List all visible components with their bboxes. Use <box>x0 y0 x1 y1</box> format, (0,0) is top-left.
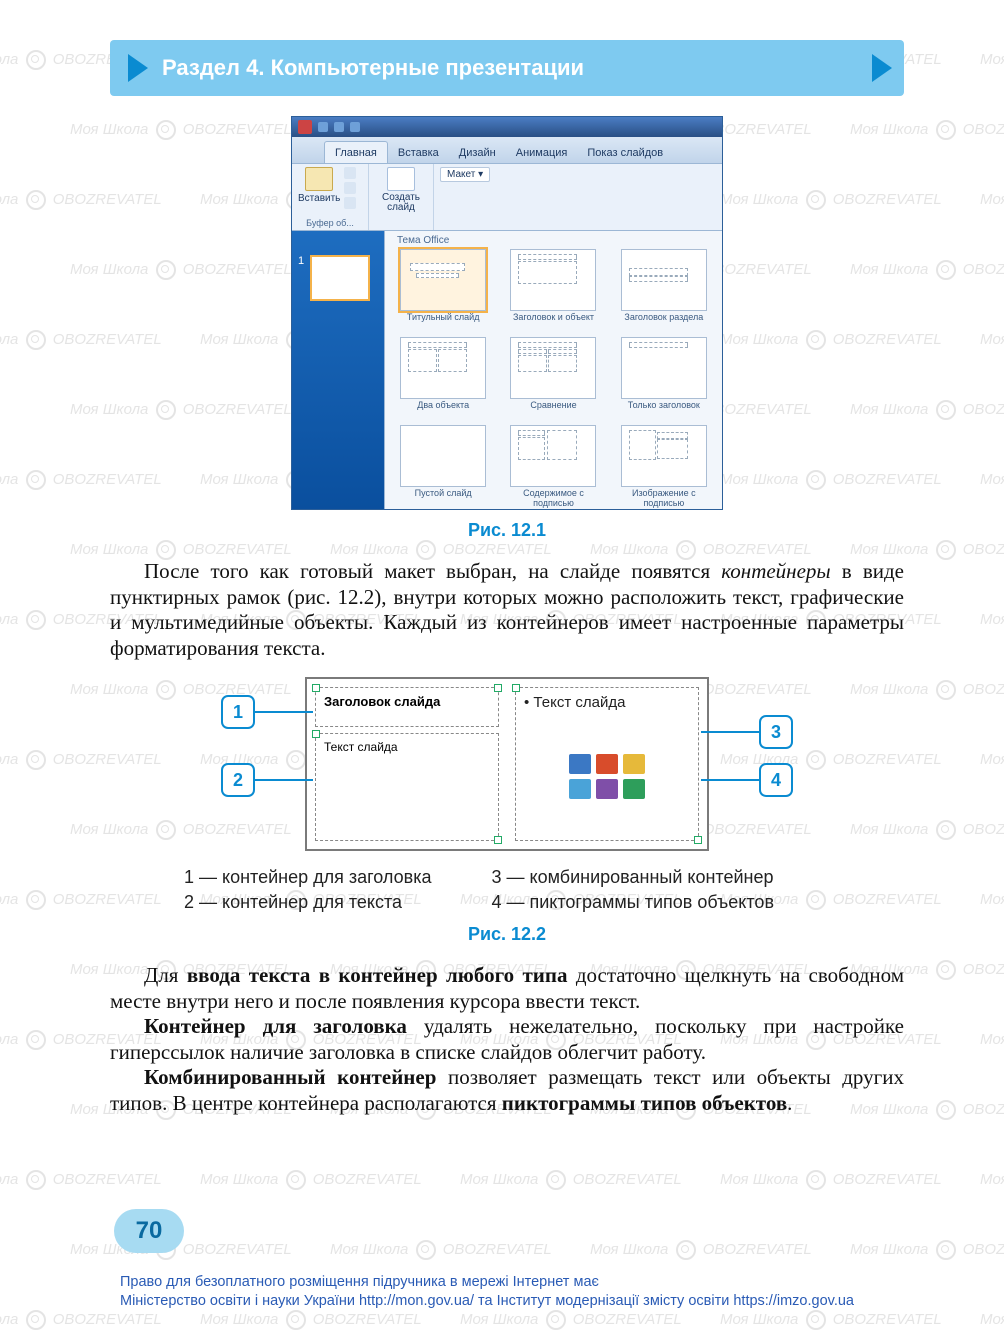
powerpoint-screenshot: Главная Вставка Дизайн Анимация Показ сл… <box>291 116 723 510</box>
layout-label: Пустой слайд <box>393 489 493 509</box>
text-placeholder: Текст слайда <box>315 733 499 841</box>
callout-2: 2 <box>221 763 255 797</box>
table-icon[interactable] <box>569 754 591 774</box>
figure-legend: 1 — контейнер для заголовка 2 — контейне… <box>184 865 904 914</box>
picture-icon[interactable] <box>569 779 591 799</box>
layout-option[interactable]: Заголовок раздела <box>614 249 714 333</box>
page-number: 70 <box>114 1209 184 1253</box>
gallery-title: Тема Office <box>397 235 714 246</box>
callout-3: 3 <box>759 715 793 749</box>
callout-1: 1 <box>221 695 255 729</box>
chevron-right-icon <box>872 54 892 82</box>
slide-thumbnail[interactable] <box>310 255 370 301</box>
tab-animation[interactable]: Анимация <box>506 142 578 163</box>
window-titlebar <box>292 117 722 137</box>
clipboard-icon <box>305 167 333 191</box>
layout-label: Заголовок и объект <box>503 313 603 333</box>
content-type-icons <box>569 754 645 799</box>
footer-rights: Право для безоплатного розміщення підруч… <box>120 1273 920 1311</box>
tab-home[interactable]: Главная <box>324 141 388 163</box>
figure-12-2: Заголовок слайда Текст слайда • Текст сл… <box>227 677 787 851</box>
layout-label: Титульный слайд <box>393 313 493 333</box>
cut-icon[interactable] <box>344 167 356 179</box>
layout-option[interactable]: Два объекта <box>393 337 493 421</box>
figure-caption-2: Рис. 12.2 <box>110 924 904 945</box>
clipart-icon[interactable] <box>596 779 618 799</box>
layout-option[interactable]: Только заголовок <box>614 337 714 421</box>
layout-label: Только заголовок <box>614 401 714 421</box>
qat-undo-icon <box>334 122 344 132</box>
smartart-icon[interactable] <box>623 754 645 774</box>
ribbon-tabs: Главная Вставка Дизайн Анимация Показ сл… <box>292 137 722 164</box>
copy-icon[interactable] <box>344 182 356 194</box>
chevron-left-icon <box>128 54 148 82</box>
slide-thumbnails-pane: 1 <box>292 231 384 509</box>
layout-label: Изображение с подписью <box>614 489 714 509</box>
content-placeholder: • Текст слайда <box>515 687 699 841</box>
layout-option[interactable]: Изображение с подписью <box>614 425 714 509</box>
section-header: Раздел 4. Компьютерные презентации <box>110 40 904 96</box>
layout-label: Сравнение <box>503 401 603 421</box>
media-icon[interactable] <box>623 779 645 799</box>
layout-option[interactable]: Содержимое с подписью <box>503 425 603 509</box>
figure-caption-1: Рис. 12.1 <box>110 520 904 541</box>
section-title: Раздел 4. Компьютерные презентации <box>162 55 584 81</box>
layout-label: Два объекта <box>393 401 493 421</box>
layout-gallery: Тема Office Титульный слайд Заголовок и о… <box>384 231 722 509</box>
qat-save-icon <box>318 122 328 132</box>
tab-insert[interactable]: Вставка <box>388 142 449 163</box>
layout-option[interactable]: Титульный слайд <box>393 249 493 333</box>
paragraph-block-2: Для ввода текста в контейнер любого типа… <box>110 963 904 1117</box>
ribbon-body: Вставить Буфер об... Создать слайд <box>292 164 722 231</box>
layout-option[interactable]: Сравнение <box>503 337 603 421</box>
tab-design[interactable]: Дизайн <box>449 142 506 163</box>
new-slide-button[interactable]: Создать слайд <box>375 167 427 213</box>
layout-option[interactable]: Заголовок и объект <box>503 249 603 333</box>
qat-redo-icon <box>350 122 360 132</box>
slide-number: 1 <box>298 255 304 267</box>
title-placeholder: Заголовок слайда <box>315 687 499 727</box>
tab-slideshow[interactable]: Показ слайдов <box>577 142 673 163</box>
layout-option[interactable]: Пустой слайд <box>393 425 493 509</box>
new-slide-icon <box>387 167 415 191</box>
layout-label: Заголовок раздела <box>614 313 714 333</box>
app-logo-icon <box>298 120 312 134</box>
callout-4: 4 <box>759 763 793 797</box>
paragraph-1: После того как готовый макет выбран, на … <box>110 559 904 661</box>
slide-containers-diagram: Заголовок слайда Текст слайда • Текст сл… <box>305 677 709 851</box>
layout-label: Содержимое с подписью <box>503 489 603 509</box>
layout-dropdown[interactable]: Макет ▾ <box>440 167 490 182</box>
chart-icon[interactable] <box>596 754 618 774</box>
group-clipboard: Буфер об... <box>298 218 362 228</box>
format-painter-icon[interactable] <box>344 197 356 209</box>
paste-button[interactable]: Вставить <box>298 167 340 209</box>
